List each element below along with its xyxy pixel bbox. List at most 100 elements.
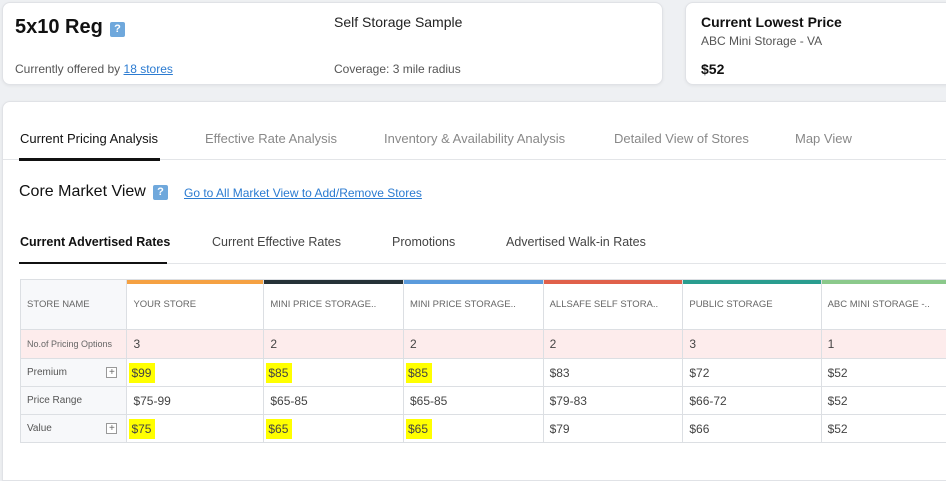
- table-cell: $75: [127, 415, 264, 443]
- active-subtab-indicator: [19, 262, 167, 264]
- price-value: $79: [550, 422, 570, 436]
- lowest-price-card: Current Lowest Price ABC Mini Storage - …: [685, 2, 946, 85]
- lowest-price-store: ABC Mini Storage - VA: [701, 34, 822, 48]
- price-value: $75-99: [133, 394, 170, 408]
- expand-icon[interactable]: +: [106, 423, 117, 434]
- store-name-header: STORE NAME: [21, 280, 127, 330]
- store-column-header[interactable]: YOUR STORE: [127, 280, 264, 330]
- store-name: ALLSAFE SELF STORA..: [550, 299, 659, 310]
- table-cell: 3: [127, 330, 264, 359]
- price-value: $52: [828, 422, 848, 436]
- store-column-header[interactable]: ABC MINI STORAGE -..: [821, 280, 946, 330]
- tab-inventory-availability-analysis[interactable]: Inventory & Availability Analysis: [384, 131, 565, 146]
- table-cell: $52: [821, 387, 946, 415]
- table-cell: $65-85: [403, 387, 543, 415]
- store-color-bar: [822, 280, 946, 284]
- store-name: MINI PRICE STORAGE..: [270, 299, 376, 310]
- table-cell: $75-99: [127, 387, 264, 415]
- store-name: ABC MINI STORAGE -..: [828, 299, 930, 310]
- table-header-row: STORE NAME YOUR STORE MINI PRICE STORAGE…: [21, 280, 946, 330]
- subtab-promotions[interactable]: Promotions: [392, 235, 455, 249]
- price-value: $52: [828, 394, 848, 408]
- price-value: $75: [129, 419, 155, 439]
- table-cell: $83: [543, 359, 683, 387]
- table-cell: 1: [821, 330, 946, 359]
- expand-icon[interactable]: +: [106, 367, 117, 378]
- row-label: Price Range: [27, 395, 82, 406]
- tab-map-view[interactable]: Map View: [795, 131, 852, 146]
- row-label: Premium: [27, 367, 67, 378]
- table-cell: $52: [821, 359, 946, 387]
- row-label-value: Value +: [21, 415, 127, 443]
- price-value: $52: [828, 366, 848, 380]
- subtab-current-effective-rates[interactable]: Current Effective Rates: [212, 235, 341, 249]
- row-label-price-range: Price Range: [21, 387, 127, 415]
- store-color-bar: [404, 280, 543, 284]
- tab-effective-rate-analysis[interactable]: Effective Rate Analysis: [205, 131, 337, 146]
- all-market-view-link[interactable]: Go to All Market View to Add/Remove Stor…: [184, 186, 422, 200]
- unit-summary-card: 5x10 Reg ? Currently offered by 18 store…: [2, 2, 663, 85]
- store-color-bar: [683, 280, 820, 284]
- table-cell: $72: [683, 359, 821, 387]
- store-column-header[interactable]: MINI PRICE STORAGE..: [264, 280, 404, 330]
- table-cell: 2: [264, 330, 404, 359]
- lowest-price-title: Current Lowest Price: [701, 14, 842, 30]
- price-value: $99: [129, 363, 155, 383]
- table-cell: 3: [683, 330, 821, 359]
- table-cell: $79-83: [543, 387, 683, 415]
- table-row: Value + $75 $65 $65 $79 $66 $52: [21, 415, 946, 443]
- unit-title: 5x10 Reg: [15, 16, 103, 39]
- price-value: $65: [406, 419, 432, 439]
- price-value: $65: [266, 419, 292, 439]
- price-value: $85: [266, 363, 292, 383]
- table-row: Price Range $75-99 $65-85 $65-85 $79-83 …: [21, 387, 946, 415]
- store-column-header[interactable]: ALLSAFE SELF STORA..: [543, 280, 683, 330]
- tab-detailed-view-of-stores[interactable]: Detailed View of Stores: [614, 131, 749, 146]
- table-cell: $85: [264, 359, 404, 387]
- analysis-panel: Current Pricing Analysis Effective Rate …: [2, 101, 946, 481]
- active-tab-indicator: [19, 158, 160, 161]
- analysis-tabs: Current Pricing Analysis Effective Rate …: [3, 102, 946, 160]
- coverage-text: Coverage: 3 mile radius: [334, 62, 461, 76]
- table-cell: $85: [403, 359, 543, 387]
- table-cell: $65: [264, 415, 404, 443]
- table-row: No.of Pricing Options 3 2 2 2 3 1: [21, 330, 946, 359]
- lowest-price-value: $52: [701, 61, 724, 77]
- tab-current-pricing-analysis[interactable]: Current Pricing Analysis: [20, 131, 158, 146]
- table-cell: $65-85: [264, 387, 404, 415]
- store-name: YOUR STORE: [133, 299, 196, 310]
- table-cell: 2: [543, 330, 683, 359]
- help-icon[interactable]: ?: [110, 22, 125, 37]
- table-cell: $66: [683, 415, 821, 443]
- table-row: Premium + $99 $85 $85 $83 $72 $52: [21, 359, 946, 387]
- table-cell: 2: [403, 330, 543, 359]
- help-icon[interactable]: ?: [153, 185, 168, 200]
- store-color-bar: [544, 280, 683, 284]
- price-value: $83: [550, 366, 570, 380]
- sample-title: Self Storage Sample: [334, 14, 462, 30]
- pricing-options-label: No.of Pricing Options: [21, 330, 127, 359]
- price-value: $72: [689, 366, 709, 380]
- table-cell: $52: [821, 415, 946, 443]
- store-color-bar: [127, 280, 263, 284]
- subtab-advertised-walk-in-rates[interactable]: Advertised Walk-in Rates: [506, 235, 646, 249]
- rates-table: STORE NAME YOUR STORE MINI PRICE STORAGE…: [20, 279, 946, 443]
- table-cell: $65: [403, 415, 543, 443]
- store-column-header[interactable]: MINI PRICE STORAGE..: [403, 280, 543, 330]
- offered-by-text: Currently offered by 18 stores: [15, 62, 173, 76]
- table-cell: $79: [543, 415, 683, 443]
- store-name: PUBLIC STORAGE: [689, 299, 772, 310]
- row-label: Value: [27, 423, 52, 434]
- price-value: $65-85: [270, 394, 307, 408]
- subtab-current-advertised-rates[interactable]: Current Advertised Rates: [20, 235, 170, 249]
- price-value: $66-72: [689, 394, 726, 408]
- table-cell: $99: [127, 359, 264, 387]
- row-label-premium: Premium +: [21, 359, 127, 387]
- stores-link[interactable]: 18 stores: [124, 62, 173, 76]
- store-name: MINI PRICE STORAGE..: [410, 299, 516, 310]
- store-column-header[interactable]: PUBLIC STORAGE: [683, 280, 821, 330]
- price-value: $79-83: [550, 394, 587, 408]
- table-cell: $66-72: [683, 387, 821, 415]
- offered-prefix: Currently offered by: [15, 62, 120, 76]
- store-color-bar: [264, 280, 403, 284]
